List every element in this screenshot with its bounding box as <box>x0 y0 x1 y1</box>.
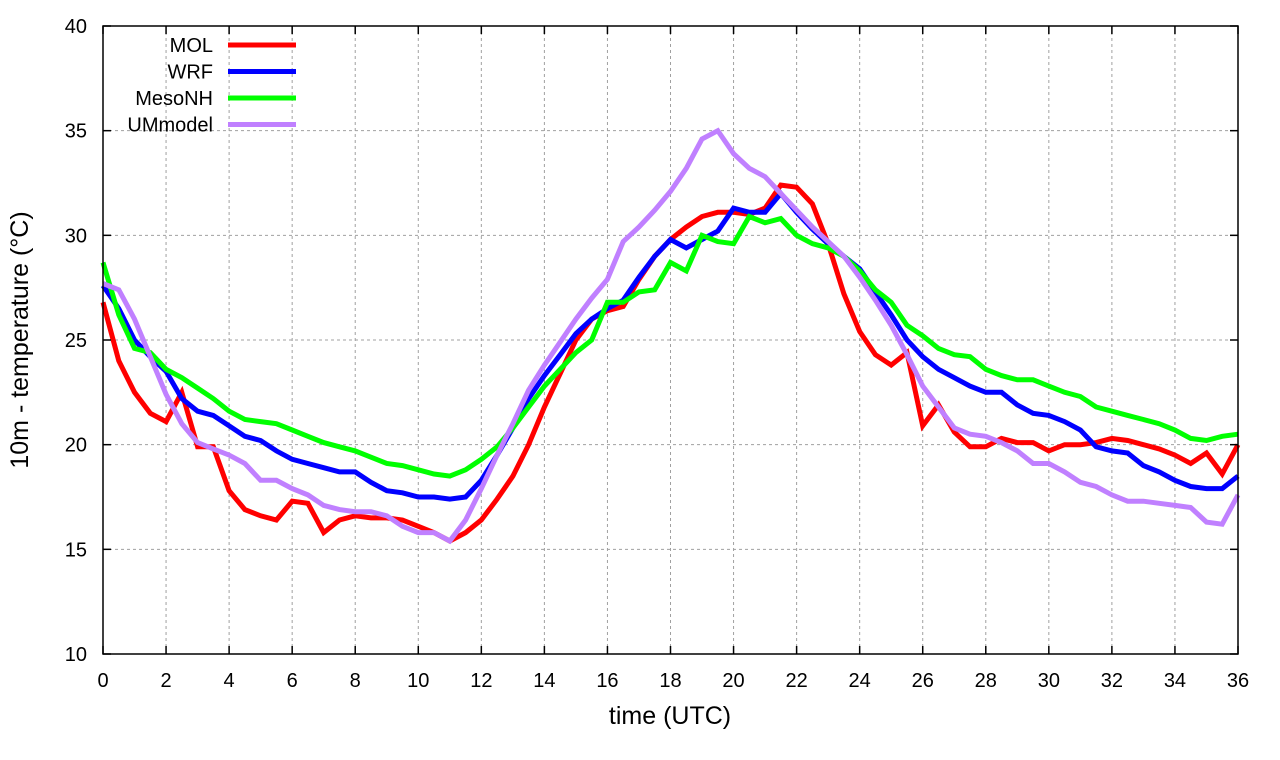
series-line-ummodel <box>102 127 1241 545</box>
x-tick-label: 22 <box>785 670 807 692</box>
x-tick-label: 10 <box>407 670 429 692</box>
y-tick-label: 25 <box>65 330 87 352</box>
legend: MOL WRF MesoNH UMmodel <box>127 35 296 137</box>
y-tick-label: 35 <box>65 121 87 143</box>
x-tick-label: 36 <box>1227 670 1249 692</box>
x-tick-label: 4 <box>224 670 235 692</box>
y-tick-label: 30 <box>65 225 87 247</box>
x-tick-label: 12 <box>470 670 492 692</box>
x-tick-label: 0 <box>97 670 108 692</box>
legend-label-mesonh: MesoNH <box>135 88 213 110</box>
x-tick-label: 16 <box>596 670 618 692</box>
x-tick-label: 24 <box>849 670 871 692</box>
y-axis-label: 10m - temperature (°C) <box>6 211 34 468</box>
y-tick-label: 40 <box>65 16 87 38</box>
x-tick-label: 28 <box>975 670 997 692</box>
grid <box>103 26 1238 654</box>
x-tick-label: 6 <box>287 670 298 692</box>
x-tick-label: 18 <box>659 670 681 692</box>
y-tick-label: 20 <box>65 435 87 457</box>
x-axis-label: time (UTC) <box>609 702 731 730</box>
series-line-mesonh <box>100 213 1239 479</box>
y-tick-label: 10 <box>65 644 87 666</box>
legend-label-wrf: WRF <box>167 62 213 84</box>
legend-label-ummodel: UMmodel <box>127 115 213 137</box>
series-line-wrf <box>100 189 1240 502</box>
x-tick-label: 32 <box>1101 670 1123 692</box>
x-tick-label: 30 <box>1038 670 1060 692</box>
x-tick-label: 2 <box>160 670 171 692</box>
x-tick-label: 26 <box>912 670 934 692</box>
x-tick-label: 14 <box>533 670 555 692</box>
x-tick-label: 8 <box>350 670 361 692</box>
legend-label-mol: MOL <box>170 35 213 57</box>
x-tick-label: 20 <box>722 670 744 692</box>
y-tick-label: 15 <box>65 539 87 561</box>
axis-ticks: 0 2 4 6 8 10 12 14 16 18 20 22 24 26 28 30 32 34 361015202… <box>65 16 1249 692</box>
series-lines <box>100 127 1241 545</box>
x-tick-label: 34 <box>1164 670 1186 692</box>
